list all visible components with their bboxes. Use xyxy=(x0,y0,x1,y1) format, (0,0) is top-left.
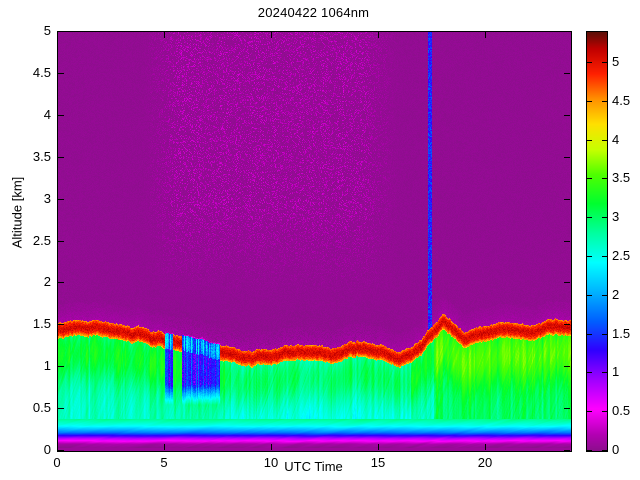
colorbar-tick xyxy=(587,140,592,141)
y-axis-tick xyxy=(58,324,64,325)
x-axis-tick-top xyxy=(271,32,272,38)
y-axis-tick-right xyxy=(564,324,570,325)
y-axis-tick xyxy=(58,115,64,116)
colorbar-tick xyxy=(587,62,592,63)
colorbar-tick-label: 0.5 xyxy=(612,403,631,418)
x-axis-tick xyxy=(271,444,272,450)
colorbar-tick-right xyxy=(602,101,607,102)
colorbar-tick xyxy=(587,101,592,102)
y-axis-tick-right xyxy=(564,31,570,32)
y-axis-tick-right xyxy=(564,157,570,158)
x-axis-tick xyxy=(378,444,379,450)
y-axis-tick xyxy=(58,450,64,451)
y-axis-tick-label: 2.5 xyxy=(32,233,51,248)
colorbar-tick xyxy=(587,372,592,373)
colorbar-tick-right xyxy=(602,450,607,451)
colorbar-tick-label: 3.5 xyxy=(612,170,631,185)
colorbar-tick-right xyxy=(602,411,607,412)
y-axis-tick-label: 4.5 xyxy=(32,65,51,80)
x-axis-tick-top xyxy=(164,32,165,38)
colorbar-tick-right xyxy=(602,62,607,63)
colorbar-tick-right xyxy=(602,372,607,373)
x-axis-tick-label: 0 xyxy=(53,455,61,470)
colorbar-tick-right xyxy=(602,256,607,257)
colorbar-tick-right xyxy=(602,140,607,141)
colorbar-tick-label: 2.5 xyxy=(612,248,631,263)
y-axis-tick-right xyxy=(564,199,570,200)
y-axis-tick-label: 0 xyxy=(43,442,51,457)
y-axis-tick xyxy=(58,157,64,158)
colorbar-tick-right xyxy=(602,217,607,218)
y-axis-tick xyxy=(58,366,64,367)
colorbar-tick-right xyxy=(602,178,607,179)
colorbar-tick xyxy=(587,334,592,335)
x-axis-tick-top xyxy=(485,32,486,38)
y-axis-tick-right xyxy=(564,241,570,242)
page-title: 20240422 1064nm xyxy=(257,5,370,20)
y-axis-tick-right xyxy=(564,408,570,409)
x-axis-tick-label: 15 xyxy=(370,455,386,470)
colorbar-tick-label: 4.5 xyxy=(612,93,631,108)
x-axis-tick xyxy=(57,444,58,450)
y-axis-tick xyxy=(58,241,64,242)
colorbar-tick-label: 2 xyxy=(612,287,620,302)
colorbar-tick-label: 0 xyxy=(612,442,620,457)
colorbar-tick xyxy=(587,295,592,296)
colorbar-tick xyxy=(587,217,592,218)
y-axis-tick-right xyxy=(564,115,570,116)
colorbar-tick-label: 5 xyxy=(612,54,620,69)
heatmap-axes xyxy=(57,31,572,452)
y-axis-tick xyxy=(58,199,64,200)
y-axis-tick-label: 0.5 xyxy=(32,400,51,415)
y-axis-tick xyxy=(58,282,64,283)
y-axis-tick-label: 3 xyxy=(43,191,51,206)
colorbar-tick-label: 1 xyxy=(612,364,620,379)
colorbar-tick xyxy=(587,411,592,412)
colorbar-tick-label: 1.5 xyxy=(612,326,631,341)
x-axis-tick-label: 20 xyxy=(477,455,493,470)
x-axis-tick xyxy=(164,444,165,450)
x-axis-tick-top xyxy=(378,32,379,38)
colorbar xyxy=(586,31,608,452)
colorbar-tick xyxy=(587,256,592,257)
x-axis-tick xyxy=(485,444,486,450)
y-axis-tick-right xyxy=(564,282,570,283)
x-axis-tick-top xyxy=(57,32,58,38)
y-axis-tick-label: 1 xyxy=(43,358,51,373)
colorbar-tick-right xyxy=(602,334,607,335)
y-axis-tick-label: 4 xyxy=(43,107,51,122)
y-axis-tick xyxy=(58,31,64,32)
x-axis-tick-label: 5 xyxy=(160,455,168,470)
colorbar-tick-label: 4 xyxy=(612,132,620,147)
colorbar-tick-label: 3 xyxy=(612,209,620,224)
colorbar-tick xyxy=(587,450,592,451)
x-axis-label: UTC Time xyxy=(284,459,343,474)
colorbar-gradient xyxy=(587,32,607,451)
y-axis-tick xyxy=(58,73,64,74)
y-axis-tick-label: 5 xyxy=(43,23,51,38)
y-axis-tick-right xyxy=(564,73,570,74)
x-axis-tick-label: 10 xyxy=(263,455,279,470)
y-axis-tick-label: 3.5 xyxy=(32,149,51,164)
colorbar-tick xyxy=(587,178,592,179)
y-axis-tick-right xyxy=(564,450,570,451)
colorbar-tick-right xyxy=(602,295,607,296)
y-axis-tick-label: 1.5 xyxy=(32,316,51,331)
heatmap-image xyxy=(58,32,571,451)
y-axis-tick-right xyxy=(564,366,570,367)
y-axis-tick-label: 2 xyxy=(43,274,51,289)
y-axis-tick xyxy=(58,408,64,409)
